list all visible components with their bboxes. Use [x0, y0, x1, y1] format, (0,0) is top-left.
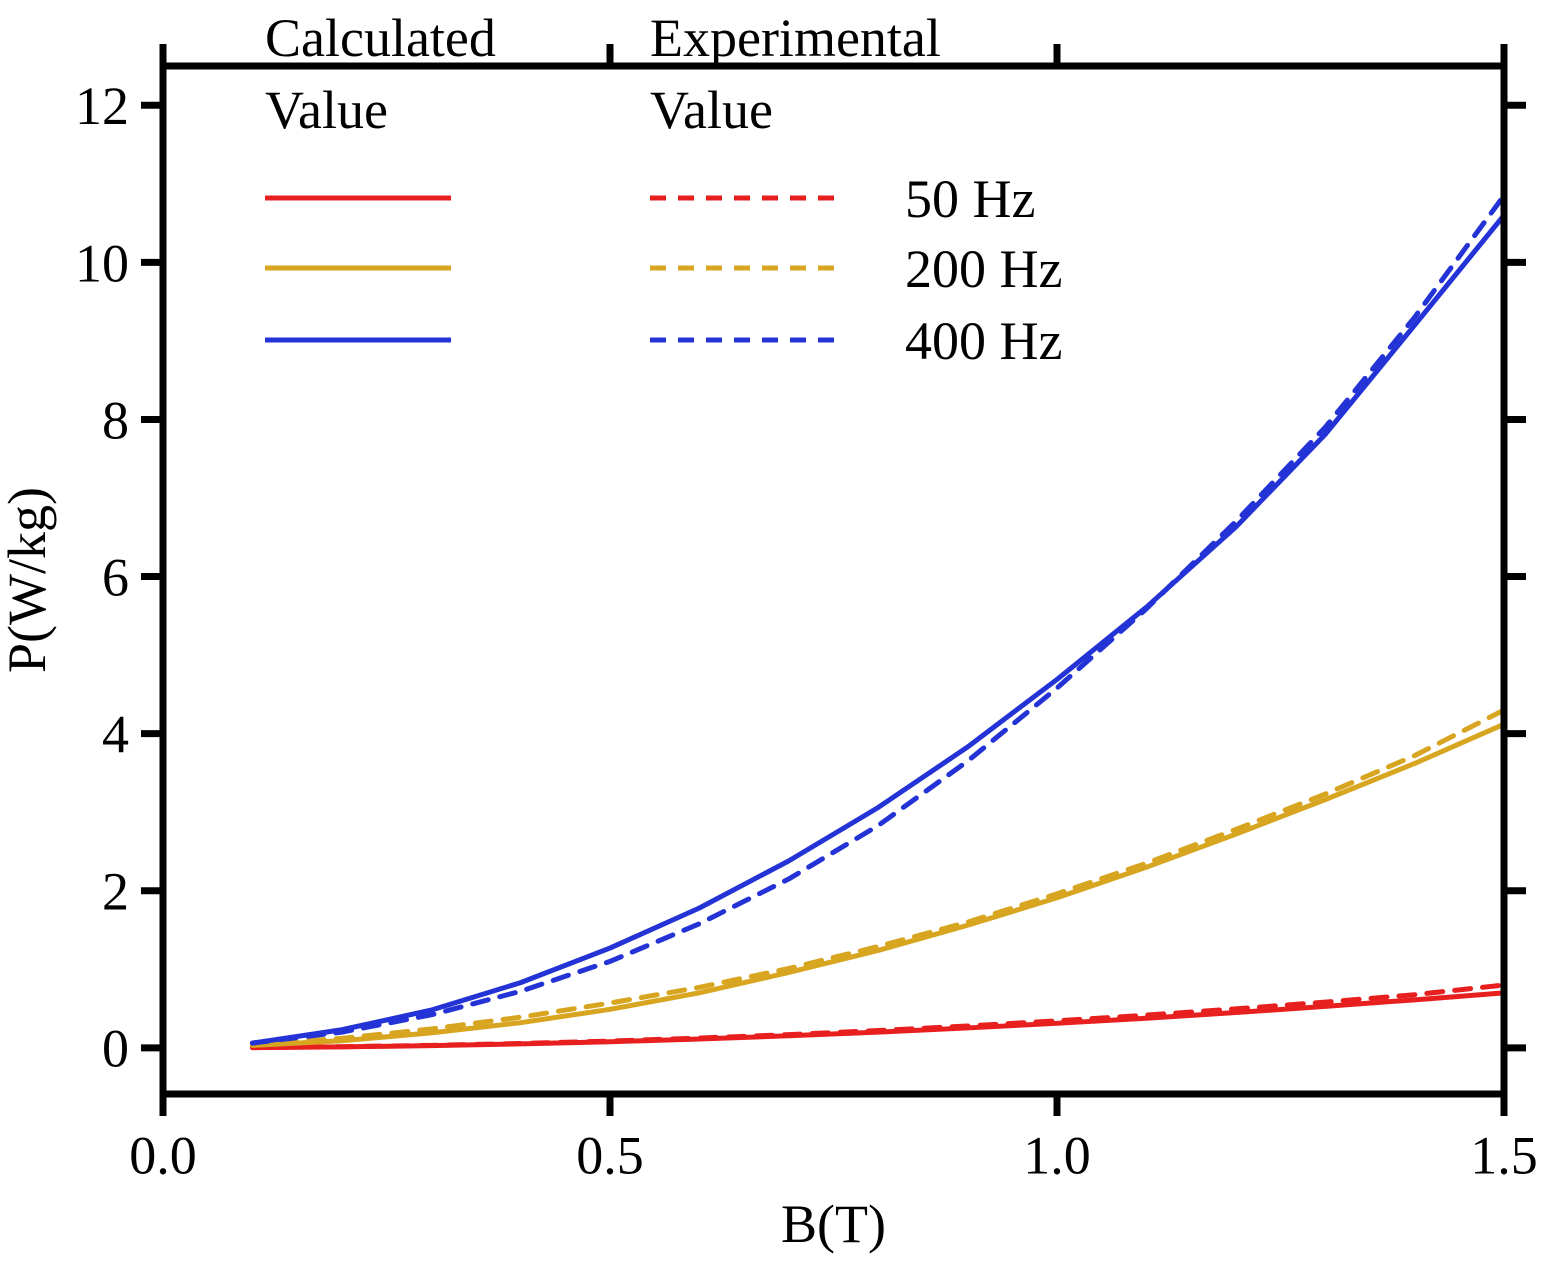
legend-frequency-label: 200 Hz: [905, 239, 1062, 299]
chart-container: 0.0 0.5 1.0 1.5 0 2 4 6 8 10 12 B(T) P(W/kg) Calculat…: [0, 0, 1553, 1286]
x-tick-label: 0.0: [129, 1125, 197, 1185]
legend-header-calculated: Calculated: [265, 8, 496, 68]
y-tick-label: 8: [102, 390, 129, 450]
legend-header-experimental: Value: [650, 80, 773, 140]
x-tick-label: 0.5: [576, 1125, 644, 1185]
line-chart: 0.0 0.5 1.0 1.5 0 2 4 6 8 10 12 B(T) P(W/kg) Calculat…: [0, 0, 1553, 1286]
y-tick-label: 4: [102, 705, 129, 765]
y-tick-label: 2: [102, 862, 129, 922]
x-tick-label: 1.0: [1023, 1125, 1091, 1185]
y-tick-label: 12: [75, 76, 129, 136]
x-axis-label: B(T): [781, 1194, 886, 1254]
legend-header-experimental: Experimental: [650, 8, 941, 68]
legend-frequency-label: 400 Hz: [905, 311, 1062, 371]
y-tick-label: 6: [102, 547, 129, 607]
legend-header-calculated: Value: [265, 80, 388, 140]
x-tick-label: 1.5: [1470, 1125, 1538, 1185]
y-axis-label: P(W/kg): [0, 487, 57, 673]
y-tick-label: 10: [75, 233, 129, 293]
y-tick-label: 0: [102, 1019, 129, 1079]
legend-frequency-label: 50 Hz: [905, 169, 1035, 229]
